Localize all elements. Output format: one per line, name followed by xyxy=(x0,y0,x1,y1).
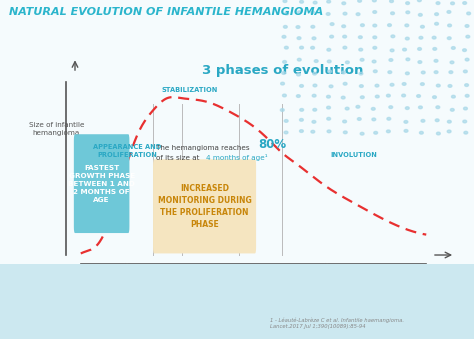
Text: 1 - Léauté-Labrèze C et al. Infantile haemangioma.
Lancet.2017 Jul 1;390(10089):: 1 - Léauté-Labrèze C et al. Infantile ha… xyxy=(270,318,404,329)
Text: INCREASED
MONITORING DURING
THE PROLIFERATION
PHASE: INCREASED MONITORING DURING THE PROLIFER… xyxy=(158,184,251,228)
Text: The hemangioma reaches: The hemangioma reaches xyxy=(155,145,252,152)
Text: 4 months of age¹: 4 months of age¹ xyxy=(206,154,268,161)
Text: NATURAL EVOLUTION OF INFANTILE HEMANGIOMA: NATURAL EVOLUTION OF INFANTILE HEMANGIOM… xyxy=(9,7,324,17)
Text: of its size at: of its size at xyxy=(155,155,201,161)
Text: //: // xyxy=(122,263,129,273)
Text: FASTEST
GROWTH PHASE
BETWEEN 1 AND
2 MONTHS OF
AGE: FASTEST GROWTH PHASE BETWEEN 1 AND 2 MON… xyxy=(68,165,135,203)
Text: //: // xyxy=(322,263,329,273)
Text: 80%: 80% xyxy=(258,139,286,152)
Text: INVOLUTION: INVOLUTION xyxy=(331,152,378,158)
Text: STABILIZATION: STABILIZATION xyxy=(162,87,219,94)
Text: APPEARANCE AND
PROLIFERATION: APPEARANCE AND PROLIFERATION xyxy=(93,144,161,158)
Text: 3 phases of evolution: 3 phases of evolution xyxy=(201,64,363,77)
FancyBboxPatch shape xyxy=(153,159,256,254)
Text: Size of infantile
hemangioma: Size of infantile hemangioma xyxy=(28,122,84,136)
FancyBboxPatch shape xyxy=(74,134,129,233)
